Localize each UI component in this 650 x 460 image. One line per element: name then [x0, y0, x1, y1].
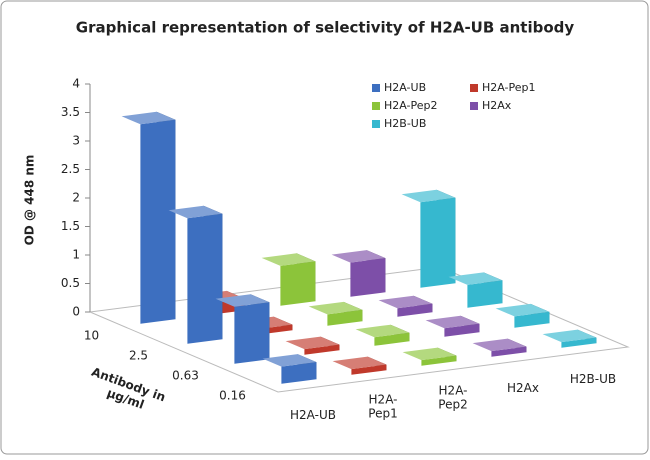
bar-top	[121, 111, 176, 125]
bar-front	[327, 309, 363, 326]
depth-tick-label: 10	[84, 329, 99, 343]
y-tick-label: 0.5	[61, 276, 80, 290]
bar	[261, 253, 316, 306]
bar-top	[378, 295, 433, 309]
bar-front	[467, 280, 503, 308]
x-tick-label: H2A-UB	[290, 408, 336, 422]
legend-label: H2B-UB	[384, 117, 426, 130]
bar	[401, 189, 456, 288]
bar	[332, 356, 387, 375]
bar	[331, 250, 386, 297]
bar-front	[420, 197, 456, 288]
y-axis-title: OD @ 448 nm	[23, 155, 37, 246]
bar	[355, 324, 410, 346]
bar	[472, 338, 527, 357]
bar-front	[280, 261, 316, 306]
bar-front	[514, 311, 550, 328]
chart-title: Graphical representation of selectivity …	[76, 19, 575, 37]
bar-top	[332, 356, 387, 370]
bar	[542, 329, 597, 348]
y-tick-label: 2	[72, 191, 80, 205]
bar-top	[308, 301, 363, 315]
bar	[378, 295, 433, 317]
depth-tick-label: 0.63	[172, 369, 199, 383]
bar	[402, 347, 457, 366]
bar-top	[448, 272, 503, 285]
legend-swatch	[470, 102, 478, 110]
bar-front	[350, 258, 386, 297]
x-tick-label: H2B-UB	[570, 372, 616, 386]
bar	[448, 272, 503, 308]
bar-front	[187, 213, 223, 344]
bar-top	[542, 329, 597, 343]
bar-front	[374, 332, 410, 346]
y-tick-label: 2.5	[61, 162, 80, 176]
floor	[88, 266, 630, 393]
x-tick-label: H2A-Pep1	[368, 392, 397, 420]
bar	[121, 111, 176, 324]
bar-top	[401, 189, 456, 203]
bar-front	[140, 119, 176, 324]
legend-label: H2A-UB	[384, 81, 426, 94]
bar-front	[351, 364, 387, 375]
y-tick-label: 3	[72, 134, 80, 148]
bar	[168, 205, 223, 344]
bar-top	[215, 294, 270, 307]
legend-label: H2A-Pep2	[384, 99, 438, 112]
y-tick-label: 3.5	[61, 105, 80, 119]
bar-front	[561, 337, 597, 348]
bar-top	[168, 205, 223, 219]
bar-top	[261, 253, 316, 266]
bar-top	[355, 324, 410, 338]
bar	[425, 315, 480, 337]
bar-front	[234, 302, 270, 364]
legend-swatch	[372, 102, 380, 110]
bar	[495, 303, 550, 328]
bar-top	[331, 250, 386, 263]
legend-swatch	[372, 84, 380, 92]
legend-label: H2A-Pep1	[482, 81, 536, 94]
bar-top	[425, 315, 480, 329]
bar-top	[285, 336, 340, 350]
bar-front	[444, 323, 480, 337]
bar	[285, 336, 340, 355]
bar-front	[281, 362, 317, 384]
bar-top	[495, 303, 550, 317]
legend-swatch	[470, 84, 478, 92]
bar-top	[262, 354, 317, 367]
bar-front	[304, 344, 340, 355]
y-tick-label: 0	[72, 305, 80, 319]
bar	[308, 301, 363, 326]
y-tick-label: 4	[72, 77, 80, 91]
legend-label: H2Ax	[482, 99, 512, 112]
y-tick-label: 1.5	[61, 219, 80, 233]
depth-tick-label: 2.5	[129, 349, 148, 363]
bar-top	[472, 338, 527, 352]
bar-front	[421, 355, 457, 366]
bar-front	[397, 303, 433, 317]
bar	[262, 354, 317, 384]
x-tick-label: H2A-Pep2	[438, 383, 467, 411]
x-tick-label: H2Ax	[507, 381, 539, 395]
depth-tick-label: 0.16	[219, 389, 246, 403]
bar	[215, 294, 270, 364]
y-tick-label: 1	[72, 248, 80, 262]
bar-top	[402, 347, 457, 361]
legend-swatch	[372, 120, 380, 128]
bar-front	[491, 346, 527, 357]
